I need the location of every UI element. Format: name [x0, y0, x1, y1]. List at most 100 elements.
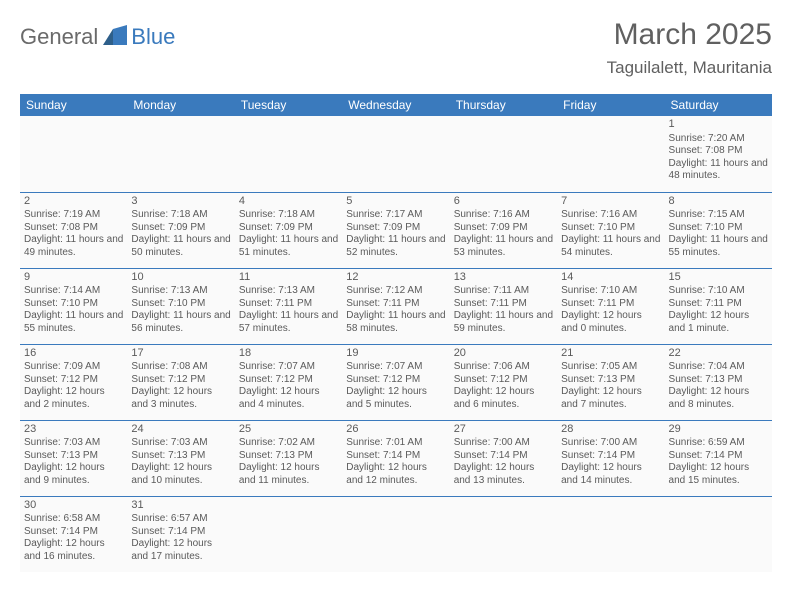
daylight-text: Daylight: 11 hours and 55 minutes.	[24, 310, 123, 335]
calendar-week: 30Sunrise: 6:58 AMSunset: 7:14 PMDayligh…	[20, 496, 772, 572]
sunrise-text: Sunrise: 7:20 AM	[669, 133, 768, 146]
calendar-cell	[127, 116, 234, 192]
daylight-text: Daylight: 11 hours and 56 minutes.	[131, 310, 230, 335]
daylight-text: Daylight: 12 hours and 12 minutes.	[346, 462, 445, 487]
day-number: 19	[346, 347, 445, 361]
logo-text-right: Blue	[131, 24, 175, 50]
daylight-text: Daylight: 11 hours and 55 minutes.	[669, 234, 768, 259]
sunset-text: Sunset: 7:09 PM	[346, 222, 445, 235]
day-number: 25	[239, 423, 338, 437]
sunset-text: Sunset: 7:14 PM	[346, 450, 445, 463]
calendar-cell	[235, 116, 342, 192]
daylight-text: Daylight: 12 hours and 9 minutes.	[24, 462, 123, 487]
sunrise-text: Sunrise: 7:19 AM	[24, 209, 123, 222]
calendar-cell: 12Sunrise: 7:12 AMSunset: 7:11 PMDayligh…	[342, 268, 449, 344]
calendar-week: 2Sunrise: 7:19 AMSunset: 7:08 PMDaylight…	[20, 192, 772, 268]
calendar-cell: 23Sunrise: 7:03 AMSunset: 7:13 PMDayligh…	[20, 420, 127, 496]
sunrise-text: Sunrise: 7:04 AM	[669, 361, 768, 374]
logo-text-left: General	[20, 24, 98, 50]
day-number: 5	[346, 195, 445, 209]
sunset-text: Sunset: 7:14 PM	[131, 526, 230, 539]
daylight-text: Daylight: 12 hours and 17 minutes.	[131, 538, 230, 563]
calendar-cell: 11Sunrise: 7:13 AMSunset: 7:11 PMDayligh…	[235, 268, 342, 344]
sunrise-text: Sunrise: 7:05 AM	[561, 361, 660, 374]
day-header: Thursday	[450, 94, 557, 116]
calendar-cell: 13Sunrise: 7:11 AMSunset: 7:11 PMDayligh…	[450, 268, 557, 344]
calendar-cell: 10Sunrise: 7:13 AMSunset: 7:10 PMDayligh…	[127, 268, 234, 344]
daylight-text: Daylight: 12 hours and 6 minutes.	[454, 386, 553, 411]
sunset-text: Sunset: 7:11 PM	[454, 298, 553, 311]
daylight-text: Daylight: 12 hours and 0 minutes.	[561, 310, 660, 335]
daylight-text: Daylight: 11 hours and 57 minutes.	[239, 310, 338, 335]
day-number: 23	[24, 423, 123, 437]
calendar-cell	[342, 116, 449, 192]
calendar-cell	[235, 496, 342, 572]
day-number: 3	[131, 195, 230, 209]
sunrise-text: Sunrise: 7:11 AM	[454, 285, 553, 298]
calendar-cell: 25Sunrise: 7:02 AMSunset: 7:13 PMDayligh…	[235, 420, 342, 496]
calendar-cell: 16Sunrise: 7:09 AMSunset: 7:12 PMDayligh…	[20, 344, 127, 420]
daylight-text: Daylight: 11 hours and 48 minutes.	[669, 158, 768, 183]
calendar-cell: 19Sunrise: 7:07 AMSunset: 7:12 PMDayligh…	[342, 344, 449, 420]
sunrise-text: Sunrise: 7:03 AM	[24, 437, 123, 450]
day-number: 7	[561, 195, 660, 209]
sunset-text: Sunset: 7:12 PM	[24, 374, 123, 387]
sunset-text: Sunset: 7:10 PM	[24, 298, 123, 311]
day-number: 31	[131, 499, 230, 513]
calendar-cell: 7Sunrise: 7:16 AMSunset: 7:10 PMDaylight…	[557, 192, 664, 268]
calendar-cell: 6Sunrise: 7:16 AMSunset: 7:09 PMDaylight…	[450, 192, 557, 268]
day-number: 30	[24, 499, 123, 513]
sunset-text: Sunset: 7:09 PM	[454, 222, 553, 235]
sunset-text: Sunset: 7:12 PM	[131, 374, 230, 387]
calendar-cell: 24Sunrise: 7:03 AMSunset: 7:13 PMDayligh…	[127, 420, 234, 496]
day-header: Monday	[127, 94, 234, 116]
sunset-text: Sunset: 7:10 PM	[561, 222, 660, 235]
sunrise-text: Sunrise: 7:18 AM	[131, 209, 230, 222]
sunrise-text: Sunrise: 7:09 AM	[24, 361, 123, 374]
day-number: 18	[239, 347, 338, 361]
calendar-cell: 17Sunrise: 7:08 AMSunset: 7:12 PMDayligh…	[127, 344, 234, 420]
sunset-text: Sunset: 7:13 PM	[131, 450, 230, 463]
sunrise-text: Sunrise: 7:18 AM	[239, 209, 338, 222]
sunset-text: Sunset: 7:13 PM	[24, 450, 123, 463]
sunset-text: Sunset: 7:11 PM	[669, 298, 768, 311]
calendar-cell: 27Sunrise: 7:00 AMSunset: 7:14 PMDayligh…	[450, 420, 557, 496]
calendar-cell: 30Sunrise: 6:58 AMSunset: 7:14 PMDayligh…	[20, 496, 127, 572]
sunrise-text: Sunrise: 7:14 AM	[24, 285, 123, 298]
daylight-text: Daylight: 12 hours and 4 minutes.	[239, 386, 338, 411]
sunset-text: Sunset: 7:14 PM	[669, 450, 768, 463]
sunset-text: Sunset: 7:13 PM	[669, 374, 768, 387]
sunrise-text: Sunrise: 6:59 AM	[669, 437, 768, 450]
sunrise-text: Sunrise: 7:06 AM	[454, 361, 553, 374]
day-number: 12	[346, 271, 445, 285]
day-number: 1	[669, 118, 768, 132]
sunset-text: Sunset: 7:12 PM	[454, 374, 553, 387]
daylight-text: Daylight: 11 hours and 49 minutes.	[24, 234, 123, 259]
calendar-week: 16Sunrise: 7:09 AMSunset: 7:12 PMDayligh…	[20, 344, 772, 420]
calendar-cell	[450, 496, 557, 572]
day-number: 15	[669, 271, 768, 285]
day-number: 20	[454, 347, 553, 361]
daylight-text: Daylight: 12 hours and 1 minute.	[669, 310, 768, 335]
calendar-cell: 20Sunrise: 7:06 AMSunset: 7:12 PMDayligh…	[450, 344, 557, 420]
day-number: 26	[346, 423, 445, 437]
day-number: 22	[669, 347, 768, 361]
sunset-text: Sunset: 7:08 PM	[24, 222, 123, 235]
sunrise-text: Sunrise: 6:58 AM	[24, 513, 123, 526]
sunrise-text: Sunrise: 7:10 AM	[669, 285, 768, 298]
calendar-week: 1Sunrise: 7:20 AMSunset: 7:08 PMDaylight…	[20, 116, 772, 192]
calendar-cell	[342, 496, 449, 572]
sunset-text: Sunset: 7:11 PM	[346, 298, 445, 311]
logo-mark-icon	[103, 25, 129, 50]
daylight-text: Daylight: 12 hours and 13 minutes.	[454, 462, 553, 487]
calendar-cell: 31Sunrise: 6:57 AMSunset: 7:14 PMDayligh…	[127, 496, 234, 572]
day-number: 2	[24, 195, 123, 209]
calendar-cell	[20, 116, 127, 192]
day-header: Tuesday	[235, 94, 342, 116]
daylight-text: Daylight: 12 hours and 3 minutes.	[131, 386, 230, 411]
calendar-cell: 9Sunrise: 7:14 AMSunset: 7:10 PMDaylight…	[20, 268, 127, 344]
calendar-cell	[450, 116, 557, 192]
daylight-text: Daylight: 12 hours and 16 minutes.	[24, 538, 123, 563]
day-number: 10	[131, 271, 230, 285]
calendar-cell: 3Sunrise: 7:18 AMSunset: 7:09 PMDaylight…	[127, 192, 234, 268]
